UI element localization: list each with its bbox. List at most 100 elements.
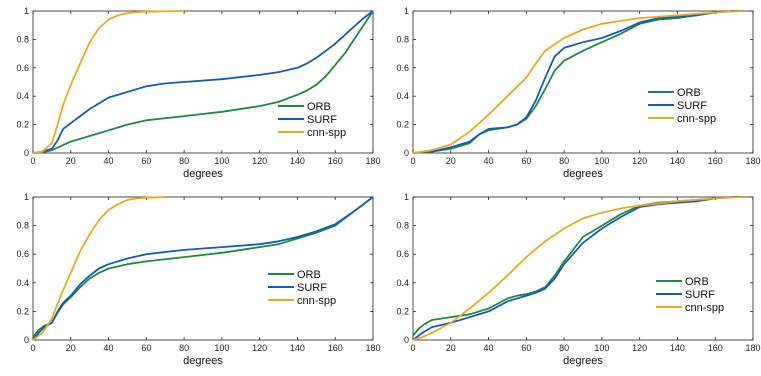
x-axis-label: degrees: [563, 168, 603, 180]
y-tick-label: 0: [404, 148, 409, 158]
chart-panel-4: 0 20 40 60 80 100 120 140 160 180 0 0.2 0.4 0.6 0.8 1 de…: [396, 192, 760, 367]
series-line-surf: [32, 10, 374, 154]
legend-label-surf: SURF: [307, 114, 337, 126]
legend-label-orb: ORB: [297, 269, 321, 281]
legend-label-orb: ORB: [685, 276, 709, 288]
x-tick-label: 20: [66, 343, 76, 353]
chart-panel-1: 0 20 40 60 80 100 120 140 160 180 0 0.2 0.4 0.6 0.8 1 de…: [16, 6, 380, 180]
y-tick-label: 0.2: [396, 120, 409, 130]
y-tick-label: 0: [404, 335, 409, 345]
x-tick-label: 140: [670, 156, 685, 166]
y-tick-label: 0.4: [16, 278, 29, 288]
y-tick-label: 0.8: [396, 221, 409, 231]
y-tick-label: 0.2: [396, 306, 409, 316]
x-tick-label: 180: [745, 343, 760, 353]
x-tick-label: 80: [179, 156, 189, 166]
chart-panel-2: 0 20 40 60 80 100 120 140 160 180 0 0.2 0.4 0.6 0.8 1 de…: [396, 6, 760, 180]
x-tick-label: 80: [179, 343, 189, 353]
plot-area: [32, 10, 374, 154]
legend-label-cnn-spp: cnn-spp: [677, 113, 716, 125]
x-tick-label: 60: [141, 343, 151, 353]
y-tick-label: 1: [404, 6, 409, 16]
x-axis-label: degrees: [183, 355, 223, 367]
y-tick-label: 0.6: [396, 249, 409, 259]
y-tick-label: 0.4: [16, 91, 29, 101]
x-tick-label: 100: [214, 156, 229, 166]
plot-area: [32, 196, 374, 341]
x-tick-label: 20: [66, 156, 76, 166]
series-line-cnn-spp: [32, 196, 166, 341]
series-line-orb: [32, 10, 374, 154]
x-tick-label: 0: [410, 156, 415, 166]
y-tick-label: 0.4: [396, 278, 409, 288]
y-tick-label: 0.2: [16, 120, 29, 130]
x-axis-label: degrees: [563, 355, 603, 367]
x-tick-label: 80: [559, 343, 569, 353]
x-tick-label: 140: [290, 156, 305, 166]
y-tick-label: 1: [404, 192, 409, 202]
x-tick-label: 180: [745, 156, 760, 166]
legend-label-surf: SURF: [685, 289, 715, 301]
chart-panel-3: 0 20 40 60 80 100 120 140 160 180 0 0.2 0.4 0.6 0.8 1 de…: [16, 192, 380, 367]
y-tick-label: 0: [24, 335, 29, 345]
x-tick-label: 40: [104, 343, 114, 353]
plot-area: [412, 196, 754, 341]
legend-label-surf: SURF: [677, 100, 707, 112]
y-tick-label: 0.8: [396, 34, 409, 44]
x-tick-label: 180: [365, 156, 380, 166]
y-tick-label: 0.6: [16, 249, 29, 259]
y-tick-label: 0.4: [396, 91, 409, 101]
x-tick-label: 40: [484, 343, 494, 353]
x-tick-label: 40: [104, 156, 114, 166]
x-tick-label: 100: [594, 343, 609, 353]
x-tick-label: 140: [670, 343, 685, 353]
y-tick-label: 1: [24, 192, 29, 202]
x-tick-label: 160: [708, 156, 723, 166]
x-tick-label: 100: [594, 156, 609, 166]
x-tick-label: 80: [559, 156, 569, 166]
legend-label-orb: ORB: [677, 87, 701, 99]
x-tick-label: 120: [252, 156, 267, 166]
plot-area: [412, 10, 754, 154]
y-tick-label: 0.2: [16, 306, 29, 316]
series-line-cnn-spp: [32, 10, 185, 154]
x-tick-label: 20: [446, 156, 456, 166]
x-tick-label: 140: [290, 343, 305, 353]
y-tick-label: 0.8: [16, 221, 29, 231]
x-tick-label: 120: [632, 156, 647, 166]
x-tick-label: 0: [30, 343, 35, 353]
x-tick-label: 180: [365, 343, 380, 353]
y-tick-label: 1: [24, 6, 29, 16]
series-line-surf: [412, 196, 744, 341]
y-tick-label: 0.6: [16, 63, 29, 73]
x-tick-label: 100: [214, 343, 229, 353]
legend-label-cnn-spp: cnn-spp: [307, 127, 346, 139]
legend-label-surf: SURF: [297, 282, 327, 294]
legend-label-cnn-spp: cnn-spp: [685, 302, 724, 314]
series-line-surf: [412, 10, 744, 154]
x-tick-label: 160: [328, 156, 343, 166]
x-tick-label: 120: [632, 343, 647, 353]
y-tick-label: 0: [24, 148, 29, 158]
y-tick-label: 0.6: [396, 63, 409, 73]
x-axis-label: degrees: [183, 168, 223, 180]
legend-label-cnn-spp: cnn-spp: [297, 295, 336, 307]
x-tick-label: 120: [252, 343, 267, 353]
series-line-surf: [32, 196, 374, 341]
y-tick-label: 0.8: [16, 34, 29, 44]
x-tick-label: 160: [708, 343, 723, 353]
series-line-cnn-spp: [412, 196, 744, 341]
x-tick-label: 60: [141, 156, 151, 166]
legend-label-orb: ORB: [307, 101, 331, 113]
x-tick-label: 40: [484, 156, 494, 166]
x-tick-label: 60: [521, 343, 531, 353]
series-line-cnn-spp: [412, 10, 744, 154]
x-tick-label: 0: [30, 156, 35, 166]
x-tick-label: 60: [521, 156, 531, 166]
x-tick-label: 20: [446, 343, 456, 353]
